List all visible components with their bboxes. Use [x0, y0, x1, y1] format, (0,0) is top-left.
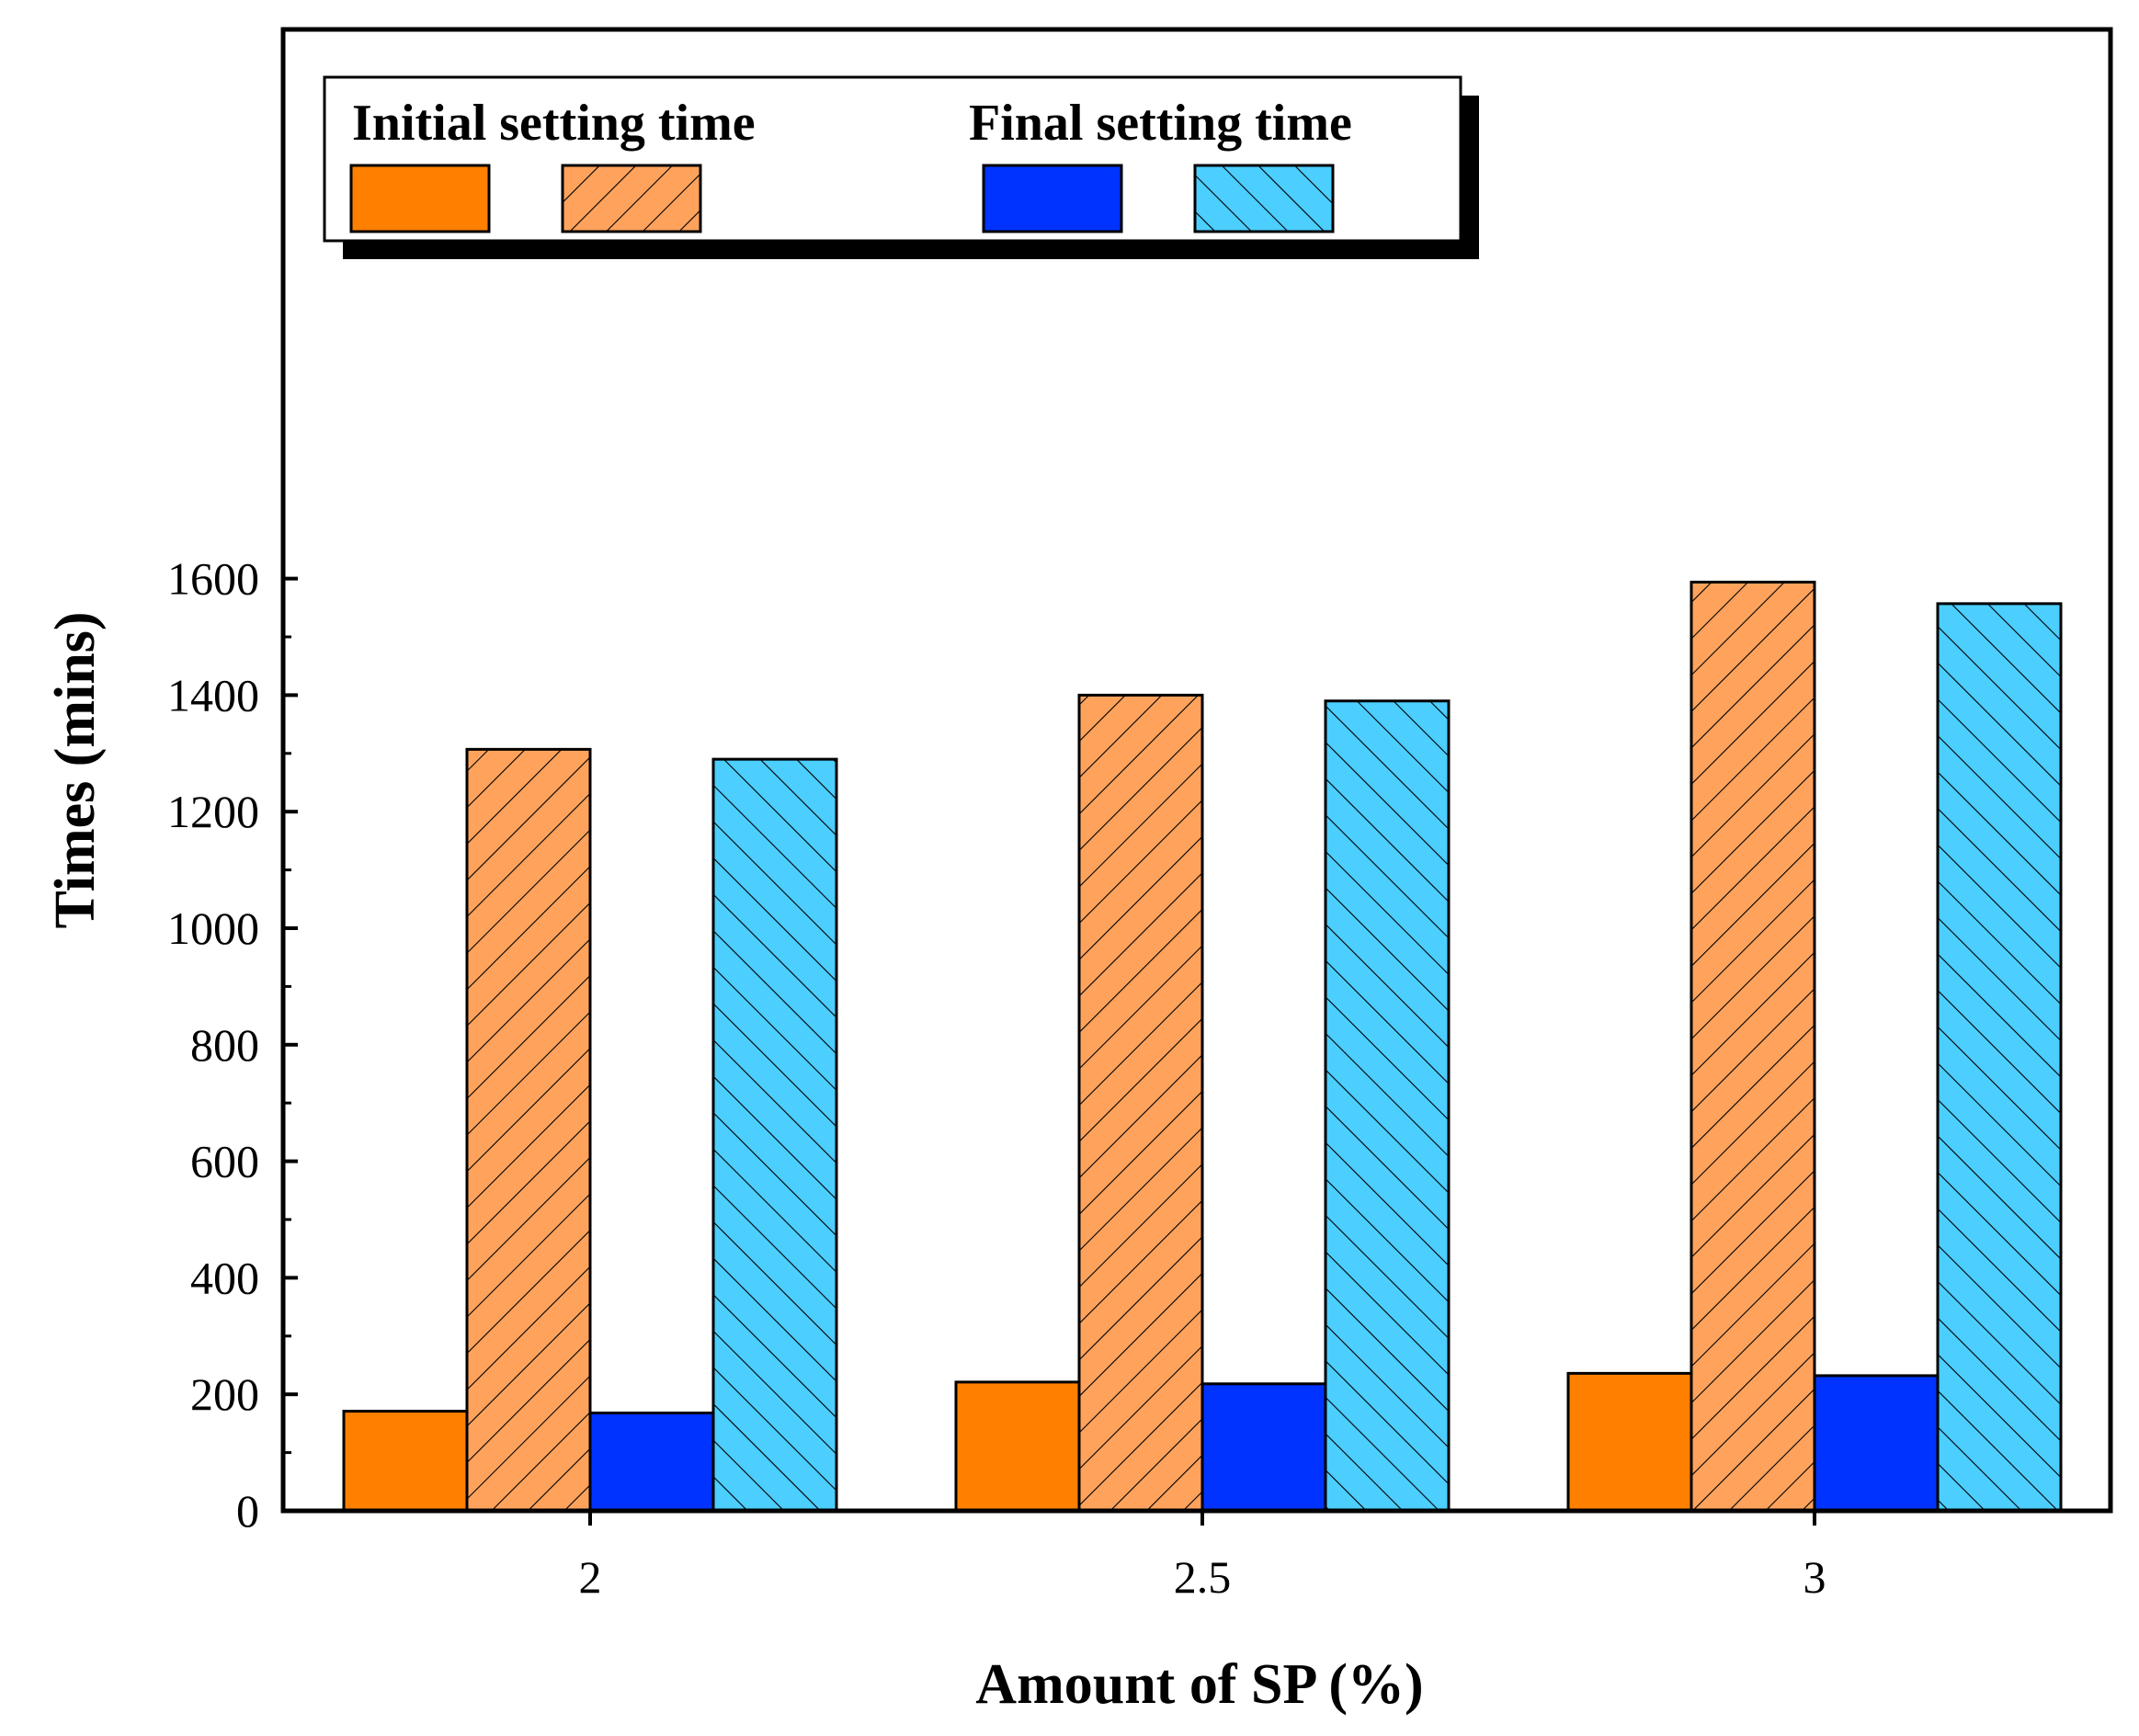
bar-s1-2: [342, 1410, 469, 1513]
bar-s1-2.5: [954, 1380, 1081, 1513]
y-tick-label: 1400: [167, 669, 259, 720]
plot-frame: [280, 27, 2113, 1514]
bar-s3-3: [1813, 1374, 1940, 1513]
x-tick-label: 2.5: [1174, 1551, 1232, 1603]
legend-swatch-s1: [349, 164, 491, 233]
y-axis: 0 200 400 600 800 1000 1200 1400 1600: [167, 553, 298, 1537]
x-axis-title: Amount of SP (%): [975, 1653, 1423, 1716]
y-tick-label: 1000: [167, 902, 259, 954]
legend: Initial setting time Final setting time: [323, 75, 1479, 259]
y-tick-label: 800: [190, 1019, 259, 1071]
y-tick-label: 1600: [167, 553, 259, 605]
legend-swatch-s3: [982, 164, 1123, 233]
bar-s2-2.5: [1077, 693, 1204, 1513]
bar-s1-3: [1566, 1371, 1693, 1513]
y-tick-label: 600: [190, 1136, 259, 1187]
legend-title-final: Final setting time: [969, 95, 1352, 152]
bar-s4-2.5: [1324, 699, 1451, 1513]
bar-layer: [342, 580, 2063, 1513]
x-tick-label: 2: [579, 1551, 602, 1603]
legend-swatch-s2: [561, 164, 702, 233]
y-tick-label: 400: [190, 1252, 259, 1303]
x-axis: 2 2.5 3: [579, 1511, 1826, 1603]
legend-title-initial: Initial setting time: [352, 95, 756, 152]
y-tick-label: 0: [236, 1485, 259, 1537]
x-tick-label: 3: [1803, 1551, 1826, 1603]
bar-s2-2: [465, 747, 592, 1513]
y-axis-title: Times (mins): [44, 611, 107, 928]
bar-s3-2.5: [1200, 1382, 1327, 1513]
y-tick-label: 200: [190, 1368, 259, 1420]
bar-s4-3: [1936, 602, 2063, 1513]
bar-s4-2: [711, 757, 838, 1513]
y-tick-label: 1200: [167, 786, 259, 837]
bar-s2-3: [1690, 580, 1816, 1513]
legend-swatch-s4: [1193, 164, 1335, 233]
bar-s3-2: [588, 1411, 715, 1513]
